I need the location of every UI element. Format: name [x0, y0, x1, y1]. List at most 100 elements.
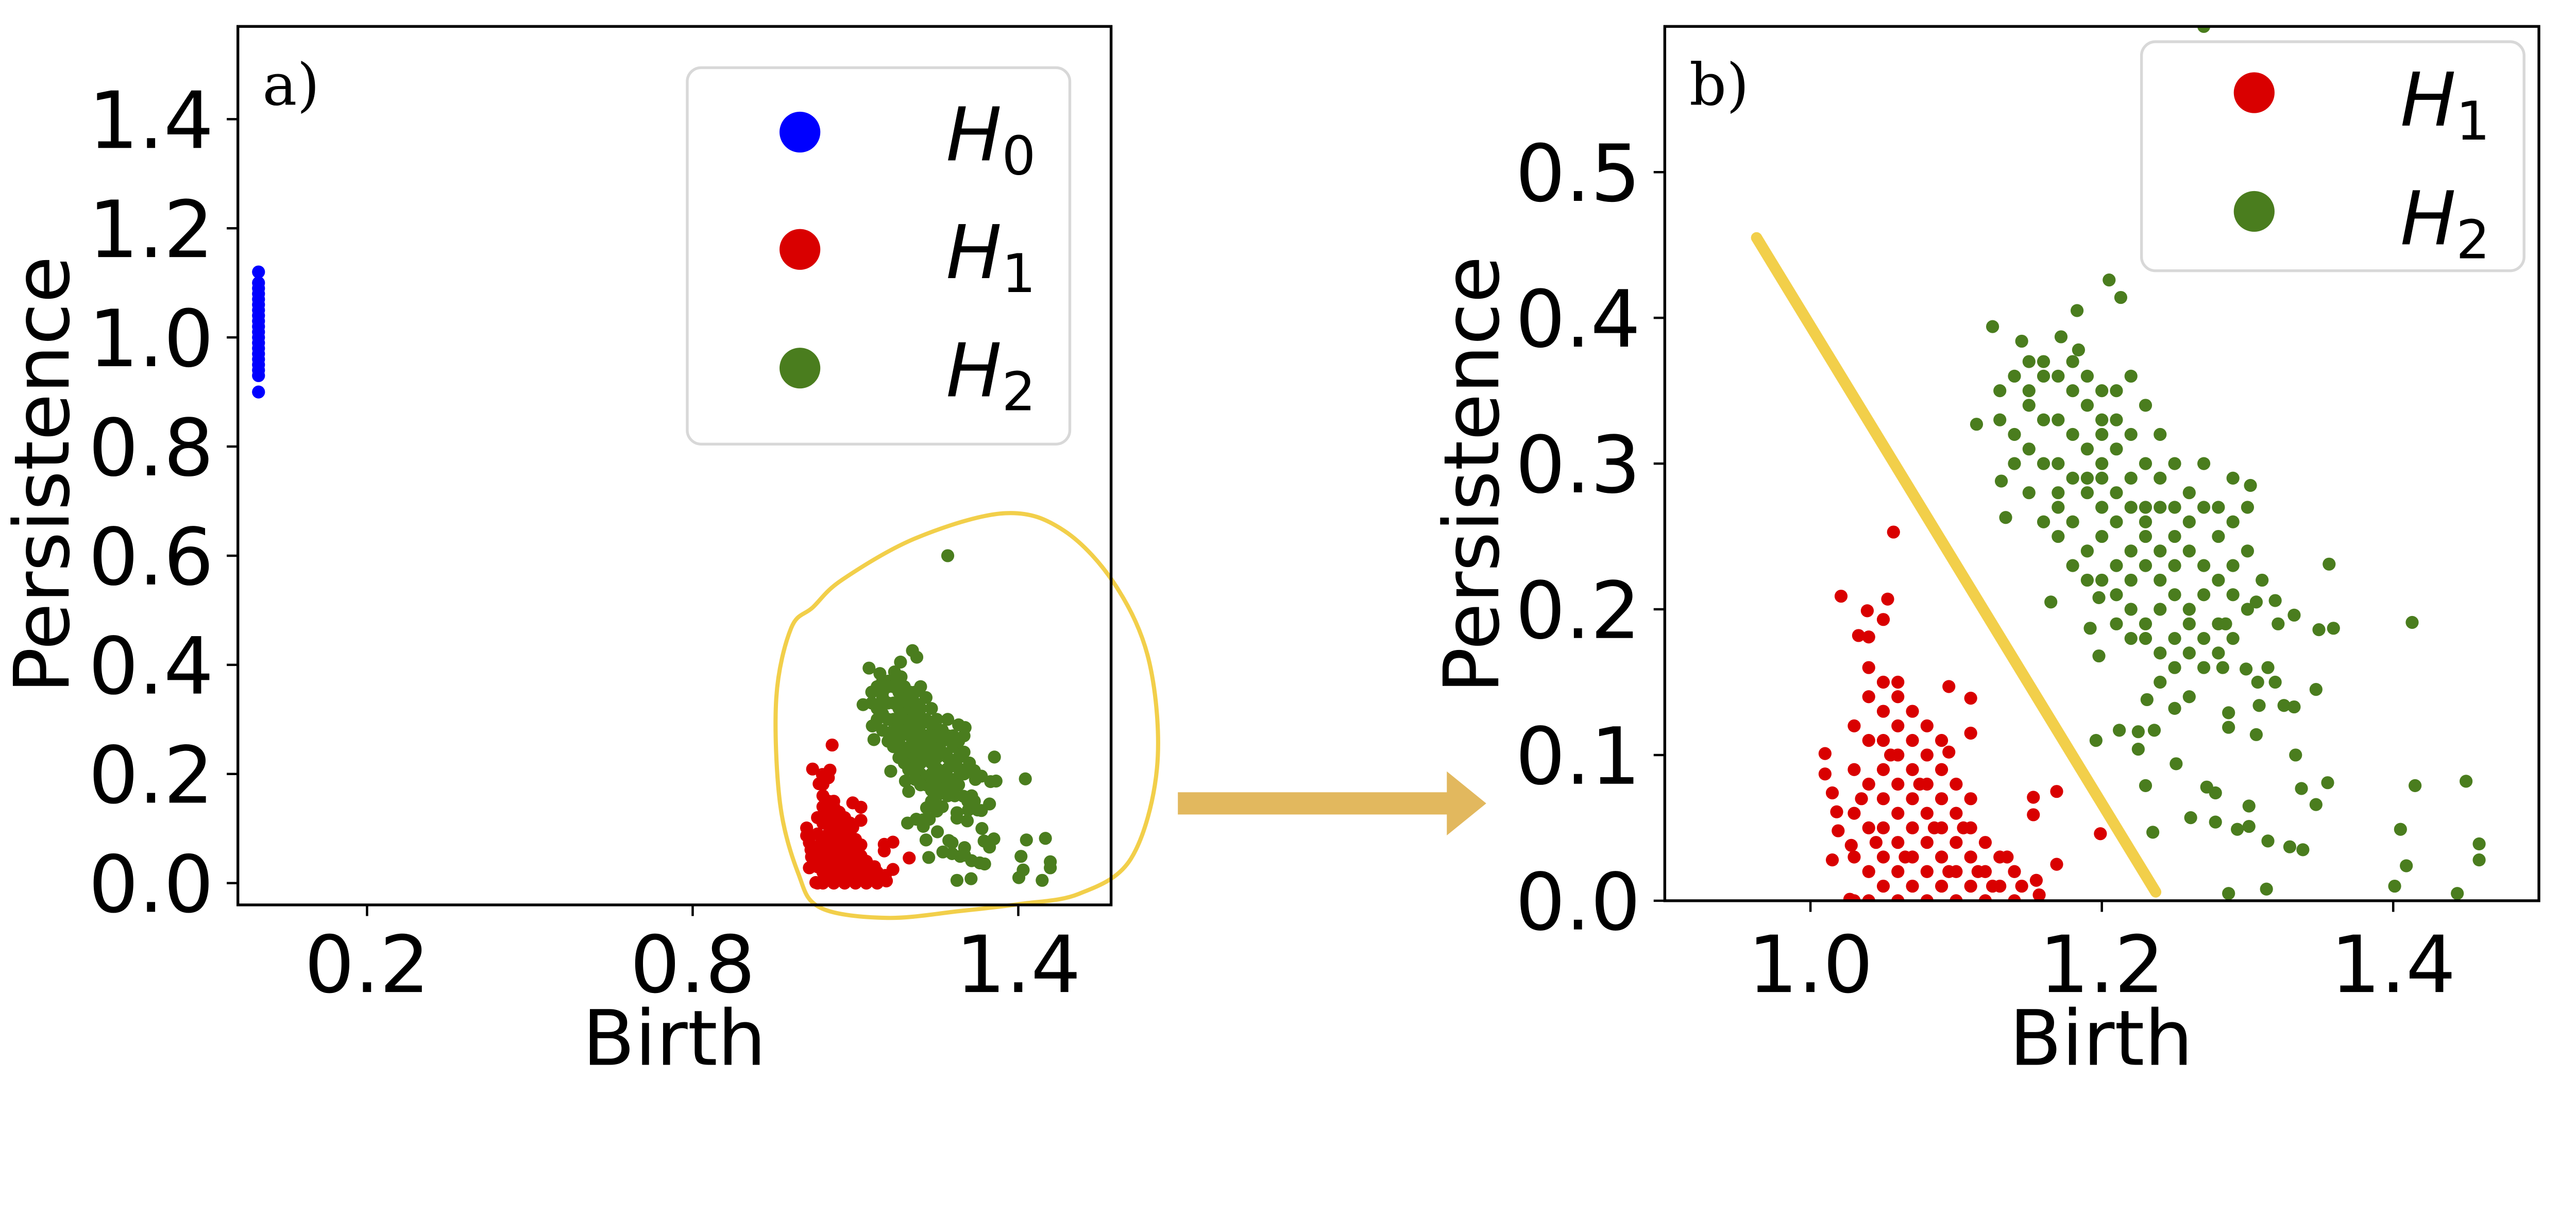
point-h1 — [827, 795, 840, 808]
point-h2 — [2226, 588, 2240, 602]
point-h2 — [2295, 782, 2308, 795]
point-h2 — [2212, 573, 2225, 587]
point-h2 — [2008, 369, 2021, 383]
point-h1 — [1964, 879, 1977, 893]
point-h2 — [919, 691, 933, 704]
point-h1 — [1818, 767, 1832, 781]
point-h1 — [1848, 719, 1861, 732]
point-h2 — [2110, 515, 2123, 528]
point-h1 — [1876, 734, 1890, 747]
point-h2 — [2037, 369, 2050, 383]
point-h2 — [2251, 675, 2264, 689]
point-h1 — [854, 838, 868, 852]
point-h1 — [1891, 807, 1905, 820]
point-h2 — [2197, 559, 2211, 572]
point-h2 — [2272, 617, 2285, 630]
point-h2 — [2405, 615, 2419, 629]
point-h1 — [1834, 589, 1848, 603]
point-h1 — [1927, 821, 1941, 835]
point-h1 — [1830, 805, 1843, 818]
point-h1 — [1869, 836, 1883, 849]
point-h2 — [2080, 369, 2094, 383]
point-h2 — [2154, 471, 2167, 485]
point-h2 — [2131, 725, 2145, 739]
point-h1 — [1942, 680, 1956, 693]
point-h0 — [252, 276, 265, 289]
legend-marker-h0 — [779, 111, 821, 153]
point-h2 — [2124, 471, 2138, 485]
point-h2 — [960, 814, 974, 828]
point-h1 — [1876, 821, 1890, 835]
point-h1 — [825, 738, 839, 752]
point-h2 — [2170, 757, 2183, 770]
point-h2 — [2095, 529, 2109, 543]
point-h1 — [2015, 879, 2028, 893]
point-h2 — [2182, 617, 2196, 630]
point-h2 — [2222, 721, 2235, 734]
point-h2 — [862, 661, 876, 675]
point-h2 — [2222, 706, 2235, 720]
point-h2 — [2114, 290, 2128, 304]
point-h2 — [2008, 427, 2021, 441]
point-h1 — [816, 778, 829, 791]
point-h2 — [2168, 501, 2181, 514]
point-h2 — [2277, 699, 2291, 712]
point-h2 — [2209, 786, 2222, 800]
point-h1 — [1906, 705, 1919, 718]
point-h1 — [1860, 604, 1874, 618]
point-h1 — [1920, 865, 1934, 878]
point-h2 — [2037, 413, 2050, 426]
point-h2 — [969, 773, 982, 786]
point-h2 — [2095, 427, 2109, 441]
point-h1 — [1876, 705, 1890, 718]
point-h2 — [2209, 815, 2222, 829]
panel-a-x-axis-label: Birth — [582, 995, 766, 1084]
legend-label-h0: H0 — [946, 91, 1036, 187]
point-h2 — [1970, 418, 1984, 431]
point-h2 — [2231, 823, 2244, 836]
panel-a-ticks: 0.2 0.8 1.4 0.0 0.2 0.4 0.6 0.8 1.0 1.2 1.4 — [89, 75, 1081, 1011]
point-h2 — [2226, 515, 2240, 528]
point-h2 — [2052, 413, 2065, 426]
point-h1 — [1876, 763, 1890, 776]
point-h2 — [963, 756, 976, 770]
point-h1 — [2029, 874, 2043, 887]
point-h2 — [876, 724, 889, 737]
point-h2 — [2472, 837, 2486, 851]
point-h2 — [950, 874, 964, 887]
y-tick-label: 1.0 — [89, 294, 214, 385]
point-h1 — [2027, 808, 2040, 821]
separator-line — [1751, 232, 2162, 898]
point-h2 — [2066, 559, 2079, 572]
point-h2 — [2110, 588, 2123, 602]
panel-b-x-axis-label: Birth — [2009, 995, 2193, 1084]
point-h1 — [1876, 613, 1890, 626]
point-h1 — [1906, 763, 1919, 776]
point-h1 — [1876, 675, 1890, 689]
point-h1 — [873, 871, 887, 884]
point-h2 — [2472, 853, 2486, 867]
point-h1 — [854, 800, 868, 814]
point-h2 — [941, 713, 955, 726]
point-h2 — [2241, 544, 2255, 558]
point-h2 — [867, 733, 880, 746]
point-h1 — [1848, 763, 1861, 776]
point-h1 — [2050, 785, 2063, 798]
point-h1 — [1848, 850, 1861, 864]
point-h2 — [2070, 304, 2084, 317]
point-h2 — [2283, 840, 2297, 853]
point-h1 — [1935, 792, 1948, 806]
point-h2 — [922, 851, 936, 864]
panel-b-persistence-diagram-zoomed: 1.0 1.2 1.4 0.0 0.1 0.2 0.3 0.4 0.5 b) Birth Per… — [1428, 25, 2540, 1084]
y-tick-label: 0.8 — [89, 403, 214, 494]
point-h2 — [2309, 798, 2323, 811]
point-h1 — [852, 849, 865, 863]
point-h1 — [1862, 734, 1875, 747]
point-h2 — [2182, 690, 2196, 704]
point-h2 — [2066, 384, 2079, 398]
point-h1 — [1964, 692, 1977, 705]
point-h2 — [2289, 748, 2302, 762]
point-h2 — [2252, 699, 2266, 712]
point-h1 — [1964, 792, 1977, 806]
y-tick-label: 0.4 — [1515, 274, 1640, 366]
